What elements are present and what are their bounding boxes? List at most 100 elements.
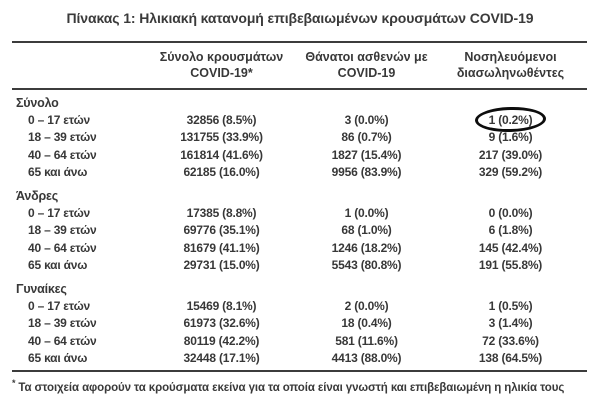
deaths-value: 1827 (15.4%) <box>331 147 402 162</box>
table-row: 40 – 64 ετών 161814 (41.6%) 1827 (15.4%)… <box>12 146 587 163</box>
header-rule <box>12 88 587 90</box>
table-section: Γυναίκες 0 – 17 ετών 15469 (8.1%) 2 (0.0… <box>12 280 587 367</box>
intubated-value: 72 (33.6%) <box>482 333 539 348</box>
table-body: Σύνολο 0 – 17 ετών 32856 (8.5%) 3 (0.0%)… <box>12 90 587 370</box>
cases-cell: 62185 (16.0%) <box>144 165 299 179</box>
cases-value: 69776 (35.1%) <box>183 223 260 238</box>
deaths-value: 4413 (88.0%) <box>331 351 402 366</box>
header-total-cases-line2: COVID-19* <box>190 66 253 80</box>
intubated-cell: 145 (42.4%) <box>434 241 587 255</box>
table-row: 18 – 39 ετών 131755 (33.9%) 86 (0.7%) 9 … <box>12 129 587 146</box>
circled-intubated-value: 1 (0.2%) <box>488 113 533 128</box>
intubated-cell: 191 (55.8%) <box>434 258 587 272</box>
deaths-cell: 18 (0.4%) <box>299 316 434 330</box>
cases-value: 32448 (17.1%) <box>183 351 260 366</box>
section-label: Άνδρες <box>16 188 59 203</box>
deaths-cell: 581 (11.6%) <box>299 334 434 348</box>
table-row: 0 – 17 ετών 32856 (8.5%) 3 (0.0%) 1 (0.2… <box>12 111 587 128</box>
header-spacer <box>12 49 144 81</box>
table-header-row: Σύνολο κρουσμάτων COVID-19* Θάνατοι ασθε… <box>12 43 587 88</box>
cases-value: 32856 (8.5%) <box>186 113 257 128</box>
age-group-label: 0 – 17 ετών <box>28 113 91 128</box>
deaths-cell: 4413 (88.0%) <box>299 351 434 365</box>
section-rows: 0 – 17 ετών 17385 (8.8%) 1 (0.0%) 0 (0.0… <box>12 204 587 274</box>
section-rows: 0 – 17 ετών 32856 (8.5%) 3 (0.0%) 1 (0.2… <box>12 111 587 181</box>
table-row: 18 – 39 ετών 69776 (35.1%) 68 (1.0%) 6 (… <box>12 222 587 239</box>
intubated-cell: 1 (0.5%) <box>434 299 587 313</box>
intubated-value: 138 (64.5%) <box>478 351 543 366</box>
intubated-value: 3 (1.4%) <box>488 316 533 331</box>
section-label: Γυναίκες <box>16 281 67 296</box>
cases-cell: 29731 (15.0%) <box>144 258 299 272</box>
table-row: 65 και άνω 32448 (17.1%) 4413 (88.0%) 13… <box>12 349 587 366</box>
table-row: 65 και άνω 29731 (15.0%) 5543 (80.8%) 19… <box>12 257 587 274</box>
cases-value: 61973 (32.6%) <box>183 316 260 331</box>
intubated-cell: 138 (64.5%) <box>434 351 587 365</box>
cases-cell: 131755 (33.9%) <box>144 130 299 144</box>
intubated-cell: 3 (1.4%) <box>434 316 587 330</box>
deaths-value: 3 (0.0%) <box>344 113 389 128</box>
deaths-cell: 2 (0.0%) <box>299 299 434 313</box>
age-group-label: 18 – 39 ετών <box>28 130 97 145</box>
table-row: 0 – 17 ετών 15469 (8.1%) 2 (0.0%) 1 (0.5… <box>12 297 587 314</box>
header-total-cases: Σύνολο κρουσμάτων COVID-19* <box>144 49 299 81</box>
section-label: Σύνολο <box>16 95 59 110</box>
cases-cell: 161814 (41.6%) <box>144 148 299 162</box>
footnote-text: Τα στοιχεία αφορούν τα κρούσματα εκείνα … <box>18 381 565 394</box>
cases-value: 161814 (41.6%) <box>180 147 263 162</box>
deaths-value: 1 (0.0%) <box>344 206 389 221</box>
intubated-value: 6 (1.8%) <box>488 223 533 238</box>
age-group-label: 0 – 17 ετών <box>28 206 91 221</box>
bottom-rule <box>12 369 587 372</box>
age-group-label: 0 – 17 ετών <box>28 298 91 313</box>
age-group-label: 40 – 64 ετών <box>28 333 97 348</box>
age-group-label: 65 και άνω <box>28 351 88 366</box>
table-section: Σύνολο 0 – 17 ετών 32856 (8.5%) 3 (0.0%)… <box>12 94 587 181</box>
covid-age-table: Σύνολο κρουσμάτων COVID-19* Θάνατοι ασθε… <box>12 41 587 394</box>
header-deaths: Θάνατοι ασθενών με COVID-19 <box>299 49 434 81</box>
table-title: Πίνακας 1: Ηλικιακή κατανομή επιβεβαιωμέ… <box>66 10 534 26</box>
deaths-cell: 68 (1.0%) <box>299 223 434 237</box>
deaths-value: 1246 (18.2%) <box>331 240 402 255</box>
deaths-value: 5543 (80.8%) <box>331 258 402 273</box>
header-intubated: Νοσηλευόμενοι διασωληνωθέντες <box>434 49 587 81</box>
header-total-cases-line1: Σύνολο κρουσμάτων <box>159 50 284 64</box>
table-section: Άνδρες 0 – 17 ετών 17385 (8.8%) 1 (0.0%)… <box>12 187 587 274</box>
cases-cell: 15469 (8.1%) <box>144 299 299 313</box>
deaths-cell: 9956 (83.9%) <box>299 165 434 179</box>
intubated-cell: 6 (1.8%) <box>434 223 587 237</box>
intubated-cell: 329 (59.2%) <box>434 165 587 179</box>
intubated-value: 9 (1.6%) <box>488 130 533 145</box>
cases-value: 80119 (42.2%) <box>183 333 260 348</box>
table-row: 65 και άνω 62185 (16.0%) 9956 (83.9%) 32… <box>12 164 587 181</box>
intubated-cell: 1 (0.2%) <box>434 113 587 127</box>
header-deaths-line2: COVID-19 <box>337 66 396 80</box>
cases-cell: 61973 (32.6%) <box>144 316 299 330</box>
cases-cell: 17385 (8.8%) <box>144 206 299 220</box>
section-header-row: Άνδρες <box>12 187 587 204</box>
intubated-value: 0 (0.0%) <box>488 206 533 221</box>
cases-cell: 81679 (41.1%) <box>144 241 299 255</box>
deaths-value: 86 (0.7%) <box>341 130 392 145</box>
deaths-value: 68 (1.0%) <box>341 223 392 238</box>
cases-cell: 80119 (42.2%) <box>144 334 299 348</box>
deaths-cell: 1 (0.0%) <box>299 206 434 220</box>
age-group-label: 65 και άνω <box>28 165 88 180</box>
deaths-cell: 86 (0.7%) <box>299 130 434 144</box>
age-group-label: 18 – 39 ετών <box>28 316 97 331</box>
table-row: 40 – 64 ετών 81679 (41.1%) 1246 (18.2%) … <box>12 239 587 256</box>
footnote-marker: * <box>12 377 16 388</box>
cases-cell: 32856 (8.5%) <box>144 113 299 127</box>
header-intubated-line2: διασωληνωθέντες <box>456 66 565 80</box>
cases-cell: 32448 (17.1%) <box>144 351 299 365</box>
table-row: 0 – 17 ετών 17385 (8.8%) 1 (0.0%) 0 (0.0… <box>12 204 587 221</box>
cases-value: 62185 (16.0%) <box>183 165 260 180</box>
intubated-cell: 9 (1.6%) <box>434 130 587 144</box>
deaths-cell: 3 (0.0%) <box>299 113 434 127</box>
deaths-value: 581 (11.6%) <box>335 333 398 348</box>
cases-value: 29731 (15.0%) <box>183 258 260 273</box>
intubated-cell: 217 (39.0%) <box>434 148 587 162</box>
age-group-label: 18 – 39 ετών <box>28 223 97 238</box>
footnote: * Τα στοιχεία αφορούν τα κρούσματα εκείνα… <box>12 372 587 394</box>
